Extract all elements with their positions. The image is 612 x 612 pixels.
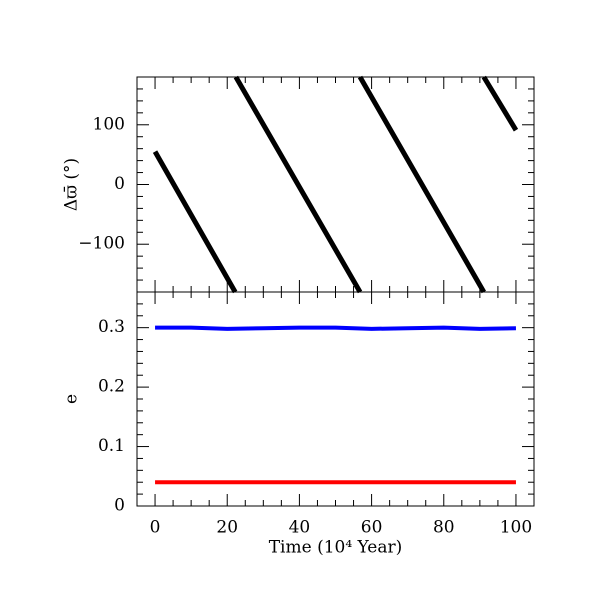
plot-frame [136,291,535,507]
x-tick-label: 0 [150,518,161,538]
x-tick-label: 40 [289,518,311,538]
y-tick-label: 0 [114,496,125,516]
x-tick-label: 60 [361,518,383,538]
y-tick-label: 100 [93,114,125,134]
y-tick-label: 0.1 [98,436,125,456]
x-tick-label: 20 [216,518,238,538]
data-line [152,75,519,294]
y-tick-label: 0 [114,174,125,194]
data-line [155,325,516,331]
x-axis-label: Time (10⁴ Year) [269,538,403,558]
y-tick-label: 0.3 [98,317,125,337]
x-tick-label: 100 [500,518,532,538]
y-axis-label: Δϖ̄ (°) [62,158,82,211]
plot-frame [136,76,535,293]
y-tick-label: 0.2 [98,377,125,397]
y-axis-label: e [62,394,82,404]
x-tick-label: 80 [433,518,455,538]
y-tick-label: −100 [78,234,125,254]
